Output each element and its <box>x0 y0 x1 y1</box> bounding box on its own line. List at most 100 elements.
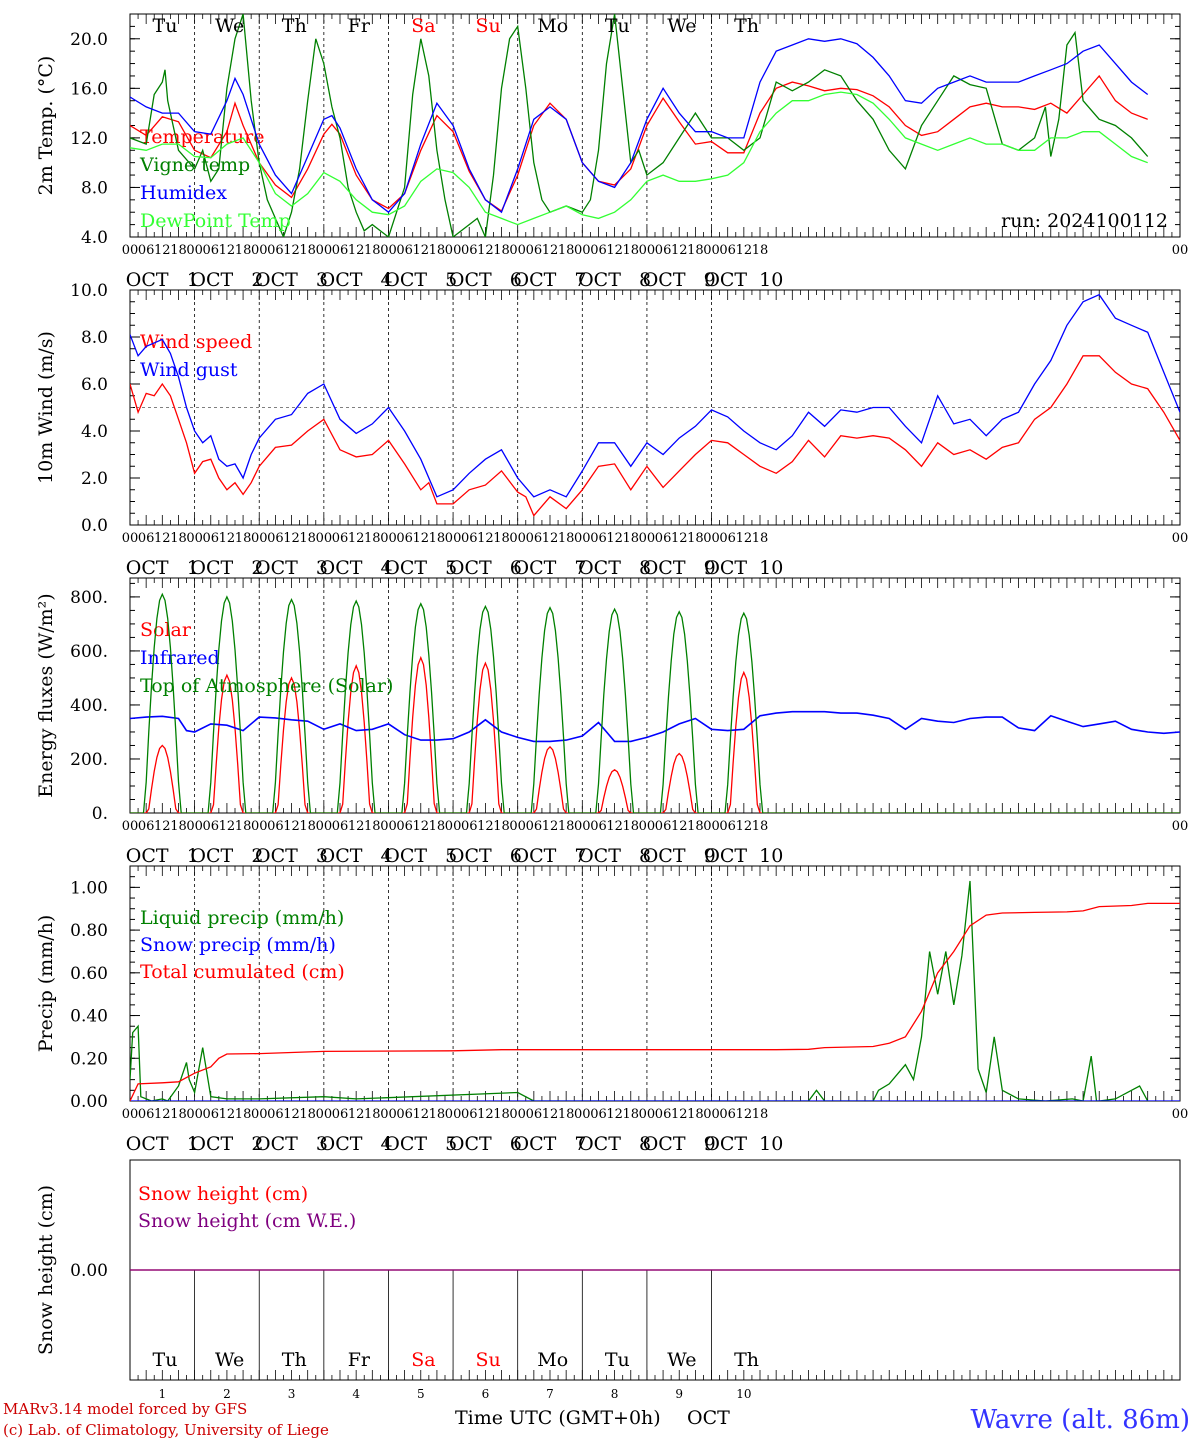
hour-tick-label: 06 <box>396 1107 413 1122</box>
hour-tick-label: 00 <box>574 243 591 258</box>
hour-tick-label: 06 <box>526 531 543 546</box>
hour-tick-label: 12 <box>606 531 623 546</box>
hour-tick-label: 06 <box>719 1107 736 1122</box>
footer-date-number: 3 <box>288 1387 296 1401</box>
hour-tick-label: 00 <box>703 243 720 258</box>
hour-tick-label: 18 <box>170 1107 187 1122</box>
hour-tick-label: 18 <box>687 1107 704 1122</box>
hour-tick-label: 06 <box>655 819 672 834</box>
y-tick-label: 0.00 <box>70 1092 108 1112</box>
hour-tick-label: 00 <box>574 819 591 834</box>
hour-tick-label: 00 <box>639 243 656 258</box>
plot-frame <box>129 865 1181 1102</box>
date-label: OCT 1 <box>126 269 199 291</box>
series-line-top-of-atmosphere-solar- <box>130 592 1180 813</box>
hour-tick-label: 06 <box>332 531 349 546</box>
hour-tick-label: 00 <box>1172 531 1189 546</box>
hour-tick-label: 06 <box>526 1107 543 1122</box>
hour-tick-label: 06 <box>461 243 478 258</box>
hour-tick-label: 18 <box>622 531 639 546</box>
hour-tick-label: 12 <box>219 1107 236 1122</box>
hour-tick-label: 18 <box>429 1107 446 1122</box>
y-tick-label: 2.0 <box>81 469 108 489</box>
hour-tick-label: 00 <box>316 1107 333 1122</box>
footer-date-number: 8 <box>611 1387 619 1401</box>
y-axis-label: Precip (mm/h) <box>35 915 57 1053</box>
day-of-week-label: Th <box>734 15 759 37</box>
y-tick-label: 1.00 <box>70 878 108 898</box>
run-label: run: 2024100112 <box>1001 210 1168 232</box>
hour-tick-label: 06 <box>267 1107 284 1122</box>
series-line-temperature <box>130 74 1148 212</box>
y-tick-label: 4.0 <box>81 422 108 442</box>
hour-tick-label: 00 <box>122 243 139 258</box>
hour-tick-label: 12 <box>671 531 688 546</box>
hour-tick-label: 00 <box>445 243 462 258</box>
hour-tick-label: 00 <box>445 819 462 834</box>
series-line-total-cumulated-cm- <box>130 902 1180 1101</box>
hour-tick-label: 12 <box>477 243 494 258</box>
y-axis-label: 2m Temp. (°C) <box>35 56 57 196</box>
hour-tick-label: 12 <box>606 819 623 834</box>
date-label: OCT 5 <box>384 269 457 291</box>
hour-tick-label: 06 <box>267 531 284 546</box>
y-tick-label: 800. <box>70 588 108 608</box>
footer-date-number: 2 <box>223 1387 231 1401</box>
hour-tick-label: 00 <box>122 1107 139 1122</box>
hour-tick-label: 06 <box>396 243 413 258</box>
hour-tick-label: 12 <box>736 531 753 546</box>
date-label: OCT 7 <box>514 1133 587 1155</box>
hour-tick-label: 06 <box>590 531 607 546</box>
day-of-week-label: Fr <box>348 1349 371 1371</box>
hour-tick-label: 00 <box>122 531 139 546</box>
hour-tick-label: 18 <box>558 1107 575 1122</box>
y-tick-label: 4.0 <box>81 228 108 248</box>
hour-tick-label: 00 <box>251 531 268 546</box>
hour-tick-label: 00 <box>380 1107 397 1122</box>
legend-entry: Top of Atmosphere (Solar) <box>140 675 393 697</box>
hour-tick-label: 06 <box>590 819 607 834</box>
hour-tick-label: 00 <box>186 1107 203 1122</box>
xaxis-label: Time UTC (GMT+0h) <box>455 1407 661 1429</box>
hour-tick-label: 06 <box>202 1107 219 1122</box>
y-tick-label: 0. <box>92 804 108 824</box>
hour-tick-label: 12 <box>283 243 300 258</box>
hour-tick-label: 18 <box>752 819 769 834</box>
hour-tick-label: 00 <box>186 531 203 546</box>
hour-tick-label: 00 <box>1172 1107 1189 1122</box>
hour-tick-label: 00 <box>380 243 397 258</box>
legend-entry: Temperature <box>140 126 264 148</box>
chart-panel-5: 0.00 Snow height (cm) Snow height (cm) Snow… <box>35 1159 1181 1381</box>
y-tick-label: 20.0 <box>70 30 108 50</box>
hour-tick-label: 00 <box>1172 819 1189 834</box>
hour-tick-label: 12 <box>412 819 429 834</box>
hour-tick-label: 18 <box>299 243 316 258</box>
hour-tick-label: 06 <box>590 243 607 258</box>
hour-tick-label: 00 <box>380 819 397 834</box>
hour-tick-label: 00 <box>316 531 333 546</box>
y-tick-label: 12.0 <box>70 129 108 149</box>
hour-tick-label: 18 <box>493 531 510 546</box>
date-label: OCT 9 <box>643 845 716 867</box>
hour-tick-label: 12 <box>219 243 236 258</box>
footer-date-number: 4 <box>352 1387 360 1401</box>
y-tick-label: 0.80 <box>70 921 108 941</box>
hour-tick-label: 18 <box>493 243 510 258</box>
credit-line-1: MARv3.14 model forced by GFS <box>3 1400 247 1418</box>
date-label: OCT 1 <box>126 557 199 579</box>
hour-tick-label: 12 <box>348 531 365 546</box>
hour-tick-label: 12 <box>671 243 688 258</box>
date-label: OCT 5 <box>384 557 457 579</box>
day-of-week-label: Su <box>475 15 500 37</box>
date-label: OCT 9 <box>643 1133 716 1155</box>
station-name: Wavre (alt. 86m) <box>970 1405 1190 1435</box>
hour-tick-label: 00 <box>639 819 656 834</box>
date-label: OCT 3 <box>255 557 328 579</box>
y-tick-label: 8.0 <box>81 178 108 198</box>
hour-tick-label: 12 <box>283 819 300 834</box>
date-label: OCT 8 <box>578 269 651 291</box>
hour-tick-label: 18 <box>299 1107 316 1122</box>
footer-date-number: 7 <box>546 1387 554 1401</box>
hour-tick-label: 18 <box>235 243 252 258</box>
legend-entry: Snow height (cm W.E.) <box>138 1210 356 1232</box>
